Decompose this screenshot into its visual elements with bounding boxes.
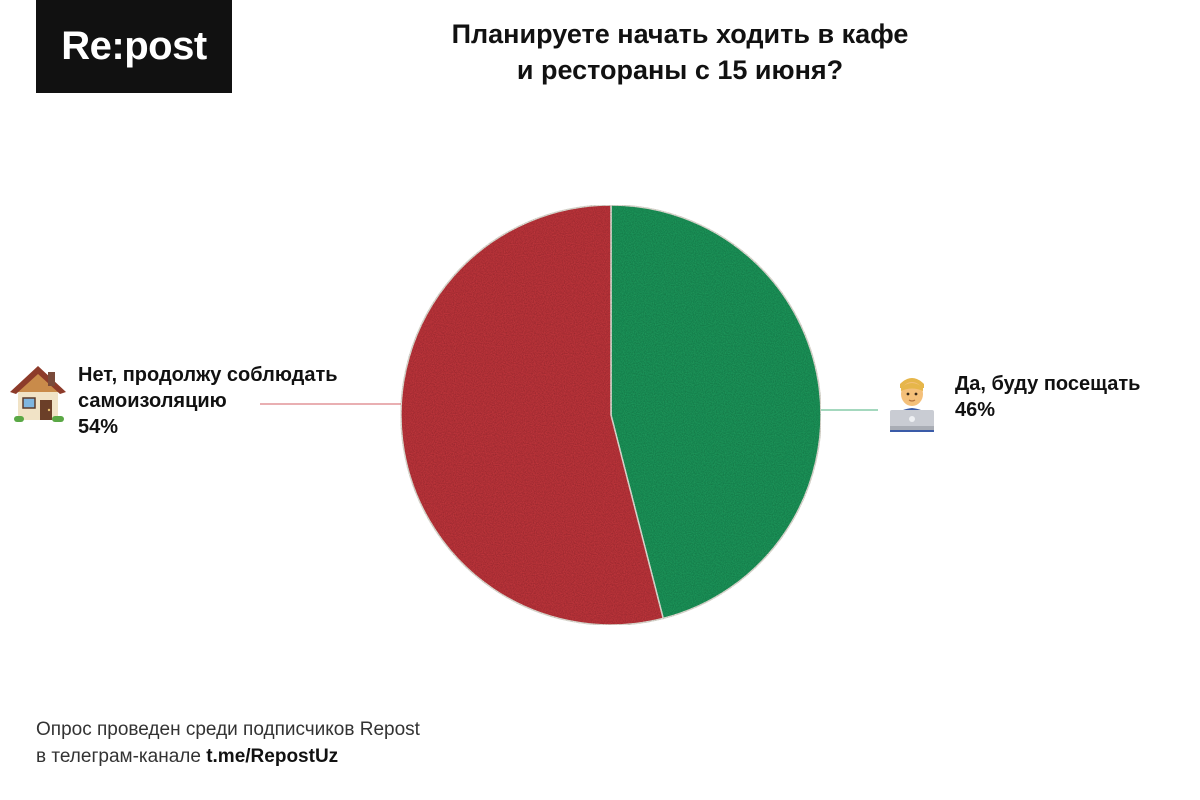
footer-line-1: Опрос проведен среди подписчиков Repost (36, 719, 420, 740)
logo: Re:post (36, 0, 232, 93)
label-yes: Да, буду посещать 46% (955, 371, 1140, 423)
pie-slice-yes (610, 204, 822, 620)
telegram-link[interactable]: t.me/RepostUz (206, 746, 339, 767)
person-with-laptop-icon (884, 370, 940, 432)
logo-text: Re:post (61, 24, 207, 68)
label-no-percent: 54% (78, 416, 119, 438)
label-no-line-1: Нет, продолжу соблюдать (78, 364, 338, 386)
pie-slice-no (400, 204, 665, 626)
chart-title: Планируете начать ходить в кафе и рестор… (380, 16, 980, 88)
label-no: Нет, продолжу соблюдать самоизоляцию 54% (78, 362, 338, 440)
footer-line-2-prefix: в телеграм-канале (36, 746, 207, 767)
label-yes-line-1: Да, буду посещать (955, 373, 1141, 395)
chart-title-line-1: Планируете начать ходить в кафе (451, 19, 909, 49)
label-yes-percent: 46% (955, 399, 996, 421)
footer-line-2: в телеграм-канале t.me/RepostUz (36, 743, 420, 770)
label-no-line-2: самоизоляцию (78, 390, 227, 412)
footer-note: Опрос проведен среди подписчиков Repost … (36, 716, 420, 770)
chart-title-line-2: и рестораны с 15 июня? (516, 55, 844, 85)
house-icon (10, 364, 66, 422)
